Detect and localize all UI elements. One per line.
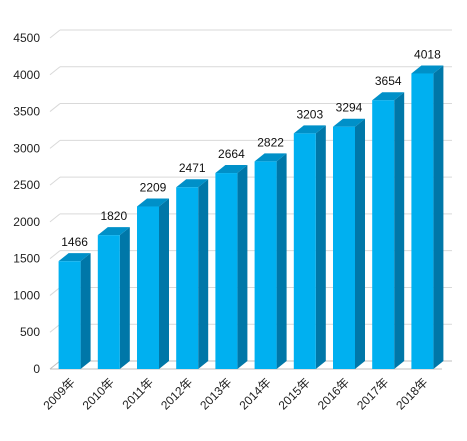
y-tick-label: 2500 (13, 178, 40, 192)
bar (137, 198, 169, 369)
data-label: 2209 (140, 181, 167, 195)
bar-front (293, 133, 316, 369)
y-tick-label: 1000 (13, 288, 40, 302)
y-tick-label: 0 (33, 362, 40, 376)
bar-front (333, 126, 355, 369)
bar (333, 118, 365, 369)
data-labels: 1466 1820 2209 2471 2664 2822 3203 3294 3654 4018 (61, 47, 441, 249)
gridline-depth (49, 213, 61, 223)
gridline-depth (49, 323, 61, 333)
bar (411, 65, 444, 369)
bar-top (411, 65, 444, 74)
bar-side (159, 198, 169, 369)
y-tick-label: 3500 (13, 105, 40, 119)
y-tick-label: 4000 (13, 68, 40, 82)
bar (215, 165, 248, 369)
data-label: 1820 (100, 209, 127, 223)
x-category-label: 2014年 (236, 375, 273, 412)
bar-side (276, 153, 287, 369)
bar-side (315, 125, 326, 370)
x-category-label: 2012年 (158, 375, 195, 412)
gridline-depth (49, 250, 61, 260)
bar (293, 125, 326, 370)
bar-top (254, 153, 287, 162)
x-category-label: 2015年 (276, 375, 313, 412)
bar-top (58, 253, 91, 262)
gridline-depth (49, 139, 61, 149)
bar (372, 92, 405, 369)
bar-side (355, 118, 365, 369)
y-tick-label: 1500 (13, 252, 40, 266)
bar-front (58, 261, 81, 369)
bar-front (254, 161, 277, 369)
bar-side (119, 227, 130, 369)
data-label: 4018 (414, 47, 441, 61)
bar-top (372, 92, 405, 101)
bar-top (333, 118, 365, 127)
y-tick-label: 4500 (13, 31, 40, 45)
bar-front (176, 187, 199, 369)
x-category-label: 2018年 (393, 375, 430, 412)
bar-top (215, 165, 248, 174)
bar-front (137, 206, 159, 369)
data-label: 3654 (375, 74, 402, 88)
bar-side (394, 92, 405, 369)
gridline-depth (49, 176, 61, 186)
x-category-label: 2013年 (197, 375, 234, 412)
data-label: 1466 (61, 235, 88, 249)
bar-top (97, 227, 130, 236)
bar-side (198, 179, 209, 369)
bar-front (97, 235, 120, 369)
y-tick-label: 2000 (13, 215, 40, 229)
bar (254, 153, 287, 369)
data-label: 3203 (296, 107, 323, 121)
gridline-depth (49, 29, 61, 39)
y-tick-label: 500 (20, 325, 40, 339)
bar-side (237, 165, 248, 369)
bar (58, 253, 91, 369)
bar (176, 179, 209, 369)
bar-side (433, 65, 444, 369)
x-category-label: 2010年 (80, 375, 117, 412)
bar-top (293, 125, 326, 134)
gridline-depth (49, 66, 61, 76)
y-tick-label: 3000 (13, 141, 40, 155)
x-category-label: 2009年 (40, 375, 77, 412)
x-axis-categories: 2009年 2010年 2011年 2012年 2013年 2014年 2015年 2016年… (40, 375, 430, 412)
x-category-label: 2011年 (119, 375, 156, 412)
data-label: 2664 (218, 147, 245, 161)
gridline-depth (49, 103, 61, 112)
bar-front (411, 73, 434, 369)
gridline-depth (49, 360, 61, 370)
y-axis-ticks: 0 500 1000 1500 2000 2500 3000 3500 4000 4500 (13, 31, 40, 376)
bar-top (176, 179, 209, 188)
data-label: 2471 (179, 161, 206, 175)
data-label: 2822 (257, 135, 284, 149)
data-label: 3294 (336, 101, 363, 115)
bar-side (80, 253, 91, 369)
bar-top (137, 198, 169, 207)
x-category-label: 2017年 (354, 375, 391, 412)
bar (97, 227, 130, 369)
bar-front (215, 173, 238, 369)
bar-front (372, 100, 395, 369)
bars (58, 65, 444, 370)
gridline-depth (49, 287, 61, 296)
x-category-label: 2016年 (315, 375, 352, 412)
